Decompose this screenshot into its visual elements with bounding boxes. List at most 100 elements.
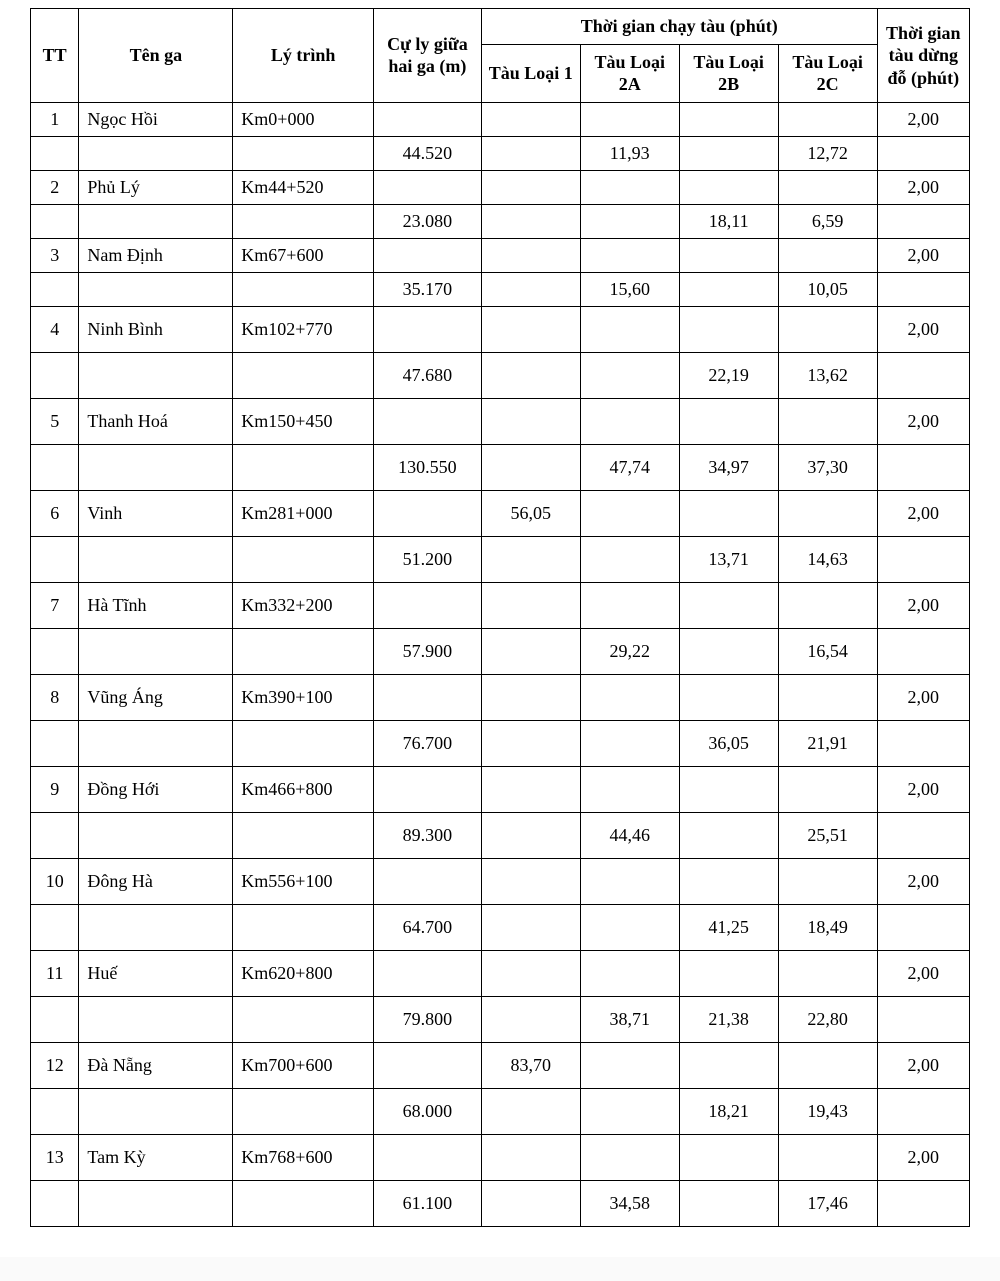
cell-tt [31, 536, 79, 582]
cell-distance [374, 674, 482, 720]
cell-dwell: 2,00 [877, 1134, 969, 1180]
cell-train2a [580, 674, 679, 720]
cell-train2c: 13,62 [778, 352, 877, 398]
cell-train2b [679, 1042, 778, 1088]
cell-dwell: 2,00 [877, 858, 969, 904]
table-row: 23.08018,116,59 [31, 204, 970, 238]
cell-station: Đồng Hới [79, 766, 233, 812]
cell-chainage: Km281+000 [233, 490, 374, 536]
cell-train2a [580, 858, 679, 904]
table-row: 4Ninh BìnhKm102+7702,00 [31, 306, 970, 352]
cell-dwell [877, 904, 969, 950]
cell-dwell: 2,00 [877, 582, 969, 628]
cell-chainage: Km150+450 [233, 398, 374, 444]
table-row: 12Đà NẵngKm700+60083,702,00 [31, 1042, 970, 1088]
cell-train2b: 18,11 [679, 204, 778, 238]
cell-dwell: 2,00 [877, 766, 969, 812]
table-row: 9Đồng HớiKm466+8002,00 [31, 766, 970, 812]
cell-tt: 11 [31, 950, 79, 996]
hdr-chainage: Lý trình [233, 9, 374, 103]
document-page: TT Tên ga Lý trình Cự ly giữa hai ga (m)… [0, 0, 1000, 1257]
cell-train1: 56,05 [481, 490, 580, 536]
cell-train2a: 38,71 [580, 996, 679, 1042]
table-body: 1Ngọc HồiKm0+0002,0044.52011,9312,722Phủ… [31, 102, 970, 1226]
cell-chainage: Km556+100 [233, 858, 374, 904]
cell-train2c: 18,49 [778, 904, 877, 950]
cell-station: Vinh [79, 490, 233, 536]
table-row: 11HuếKm620+8002,00 [31, 950, 970, 996]
cell-train2a [580, 582, 679, 628]
table-row: 1Ngọc HồiKm0+0002,00 [31, 102, 970, 136]
cell-train1 [481, 170, 580, 204]
cell-train2b [679, 1180, 778, 1226]
cell-train1 [481, 238, 580, 272]
cell-station: Tam Kỳ [79, 1134, 233, 1180]
table-row: 79.80038,7121,3822,80 [31, 996, 970, 1042]
cell-train2c [778, 1042, 877, 1088]
cell-train2a [580, 1134, 679, 1180]
cell-dwell [877, 628, 969, 674]
cell-distance: 130.550 [374, 444, 482, 490]
cell-train1 [481, 444, 580, 490]
cell-train2c: 21,91 [778, 720, 877, 766]
cell-station: Vũng Áng [79, 674, 233, 720]
cell-train2a [580, 102, 679, 136]
table-row: 64.70041,2518,49 [31, 904, 970, 950]
cell-station [79, 1180, 233, 1226]
cell-train2b [679, 858, 778, 904]
cell-chainage [233, 444, 374, 490]
cell-train1 [481, 996, 580, 1042]
cell-dwell: 2,00 [877, 102, 969, 136]
cell-train2c [778, 490, 877, 536]
cell-chainage [233, 904, 374, 950]
cell-chainage: Km332+200 [233, 582, 374, 628]
cell-train1 [481, 904, 580, 950]
cell-chainage [233, 204, 374, 238]
cell-dwell [877, 272, 969, 306]
cell-chainage: Km44+520 [233, 170, 374, 204]
cell-distance [374, 238, 482, 272]
cell-train2c: 22,80 [778, 996, 877, 1042]
cell-station [79, 444, 233, 490]
cell-distance [374, 950, 482, 996]
cell-train2b [679, 102, 778, 136]
cell-train1 [481, 136, 580, 170]
cell-station [79, 1088, 233, 1134]
cell-tt [31, 204, 79, 238]
cell-tt: 12 [31, 1042, 79, 1088]
cell-station [79, 904, 233, 950]
cell-train2b: 21,38 [679, 996, 778, 1042]
cell-train2a [580, 306, 679, 352]
cell-train2a [580, 1088, 679, 1134]
cell-train2a: 29,22 [580, 628, 679, 674]
cell-station [79, 352, 233, 398]
cell-dwell [877, 1180, 969, 1226]
cell-train2a [580, 904, 679, 950]
table-row: 13Tam KỳKm768+6002,00 [31, 1134, 970, 1180]
cell-train2c [778, 674, 877, 720]
cell-train2a [580, 950, 679, 996]
cell-station [79, 204, 233, 238]
cell-distance [374, 170, 482, 204]
cell-train2c: 25,51 [778, 812, 877, 858]
cell-train2b [679, 238, 778, 272]
cell-train1 [481, 628, 580, 674]
cell-dwell [877, 536, 969, 582]
cell-distance [374, 398, 482, 444]
table-row: 8Vũng ÁngKm390+1002,00 [31, 674, 970, 720]
cell-train2a: 44,46 [580, 812, 679, 858]
cell-train2c: 19,43 [778, 1088, 877, 1134]
cell-train2a: 34,58 [580, 1180, 679, 1226]
cell-distance [374, 1042, 482, 1088]
cell-dwell [877, 996, 969, 1042]
cell-train1 [481, 858, 580, 904]
cell-station [79, 536, 233, 582]
hdr-train1: Tàu Loại 1 [481, 44, 580, 102]
cell-dwell [877, 204, 969, 238]
cell-train2b [679, 1134, 778, 1180]
cell-chainage [233, 272, 374, 306]
cell-tt: 6 [31, 490, 79, 536]
cell-train2a [580, 398, 679, 444]
cell-distance: 68.000 [374, 1088, 482, 1134]
cell-distance: 51.200 [374, 536, 482, 582]
